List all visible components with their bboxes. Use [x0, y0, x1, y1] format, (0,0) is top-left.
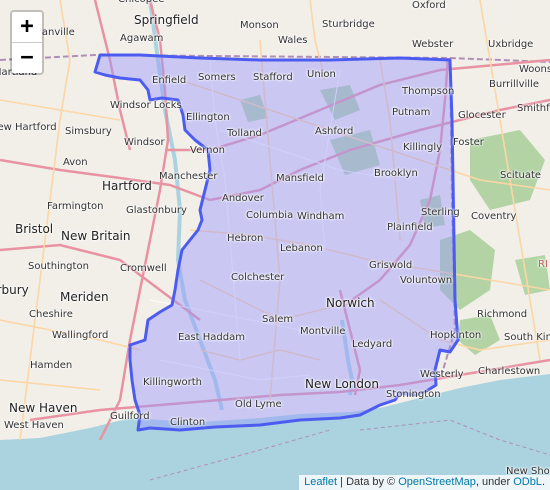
attribution-separator: | Data by © [337, 476, 399, 488]
leaflet-link[interactable]: Leaflet [304, 476, 338, 488]
map-attribution: Leaflet | Data by © OpenStreetMap, under… [299, 475, 550, 490]
maritime-border-2 [149, 429, 331, 481]
zoom-in-button[interactable]: + [12, 12, 42, 43]
thames-river [340, 319, 355, 396]
odbl-link[interactable]: ODbL [513, 476, 542, 488]
zoom-out-button[interactable]: − [12, 43, 42, 73]
attribution-under: , under [475, 476, 514, 488]
zoom-control: + − [10, 10, 44, 75]
state-border-ma [0, 53, 550, 63]
minor-roads [149, 59, 401, 381]
connecticut-river [148, 0, 224, 411]
openstreetmap-link[interactable]: OpenStreetMap [398, 476, 476, 488]
major-roads [0, 0, 550, 441]
attribution-end: . [541, 476, 545, 488]
maritime-border [359, 419, 550, 456]
long-island-sound [0, 374, 550, 490]
secondary-roads [0, 0, 550, 441]
highlighted-region-polygon[interactable] [93, 53, 460, 432]
